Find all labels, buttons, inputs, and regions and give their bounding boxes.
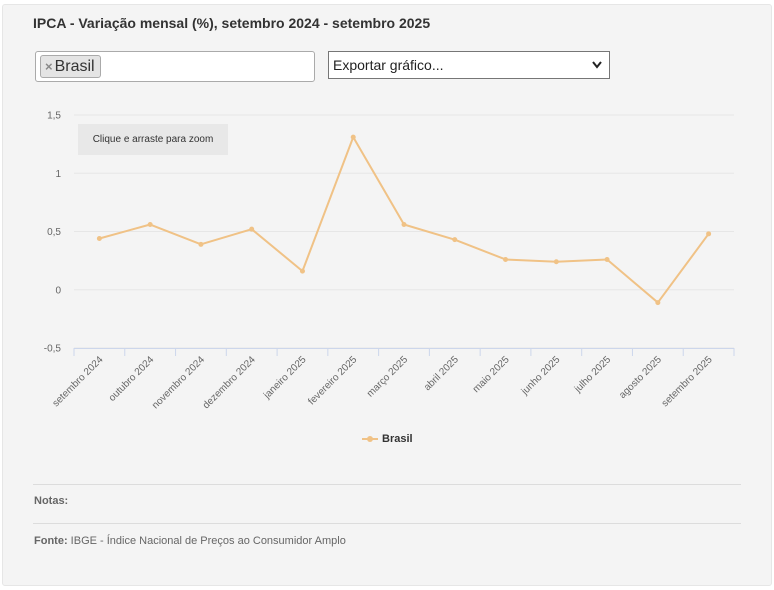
filter-tag-label: Brasil — [54, 58, 95, 75]
remove-tag-icon[interactable]: × — [45, 59, 53, 74]
chevron-down-icon — [591, 52, 603, 88]
data-point[interactable] — [503, 256, 509, 262]
x-tick-label: julho 2025 — [572, 354, 613, 395]
zoom-hint: Clique e arraste para zoom — [78, 124, 228, 155]
source-text: IBGE - Índice Nacional de Preços ao Cons… — [70, 535, 346, 547]
source-label: Fonte: — [34, 535, 68, 547]
export-chart-select[interactable]: Exportar gráfico... — [328, 51, 610, 79]
x-tick-label: maio 2025 — [471, 354, 512, 395]
data-point[interactable] — [401, 222, 407, 228]
divider — [33, 484, 741, 485]
data-point[interactable] — [96, 235, 102, 241]
x-tick-label: novembro 2024 — [150, 354, 207, 411]
x-tick-label: março 2025 — [365, 354, 410, 399]
y-axis-labels: 1,5 1 0,5 0 -0,5 — [44, 111, 62, 355]
legend-label: Brasil — [382, 433, 413, 445]
data-point[interactable] — [553, 259, 559, 265]
location-filter-input[interactable]: × Brasil — [35, 51, 315, 82]
y-tick-label: 0 — [55, 285, 61, 296]
series-group — [96, 134, 712, 306]
source-line: Fonte: IBGE - Índice Nacional de Preços … — [34, 535, 346, 547]
notes-label: Notas: — [34, 495, 69, 507]
y-tick-label: 1 — [55, 169, 61, 180]
y-tick-label: -0,5 — [44, 344, 62, 355]
filter-tag[interactable]: × Brasil — [40, 55, 101, 78]
data-point[interactable] — [655, 300, 661, 306]
data-point[interactable] — [147, 222, 153, 228]
divider — [33, 523, 741, 524]
x-tick-label: setembro 2024 — [51, 354, 106, 409]
x-tick-label: setembro 2025 — [660, 354, 715, 409]
x-tick-label: abril 2025 — [422, 354, 461, 393]
x-tick-label: dezembro 2024 — [201, 354, 258, 411]
x-tick-label: agosto 2025 — [617, 354, 664, 401]
data-point[interactable] — [198, 241, 204, 247]
data-point[interactable] — [706, 231, 712, 237]
data-point[interactable] — [604, 256, 610, 262]
y-tick-label: 1,5 — [47, 111, 61, 122]
x-tick-label: junho 2025 — [519, 354, 563, 398]
legend-item-brasil[interactable]: Brasil — [362, 431, 413, 447]
legend-swatch — [362, 434, 378, 444]
chart-panel — [2, 4, 772, 586]
series-line-brasil[interactable] — [99, 136, 710, 304]
data-point[interactable] — [249, 226, 255, 232]
data-point[interactable] — [452, 237, 458, 243]
data-point[interactable] — [299, 268, 305, 274]
data-point[interactable] — [350, 134, 356, 140]
x-tick-label: outubro 2024 — [107, 354, 157, 404]
export-select-label: Exportar gráfico... — [333, 57, 444, 73]
x-tick-label: janeiro 2025 — [261, 354, 309, 402]
x-tick-label: fevereiro 2025 — [306, 354, 359, 407]
y-tick-label: 0,5 — [47, 227, 61, 238]
chart-title: IPCA - Variação mensal (%), setembro 202… — [33, 15, 431, 31]
